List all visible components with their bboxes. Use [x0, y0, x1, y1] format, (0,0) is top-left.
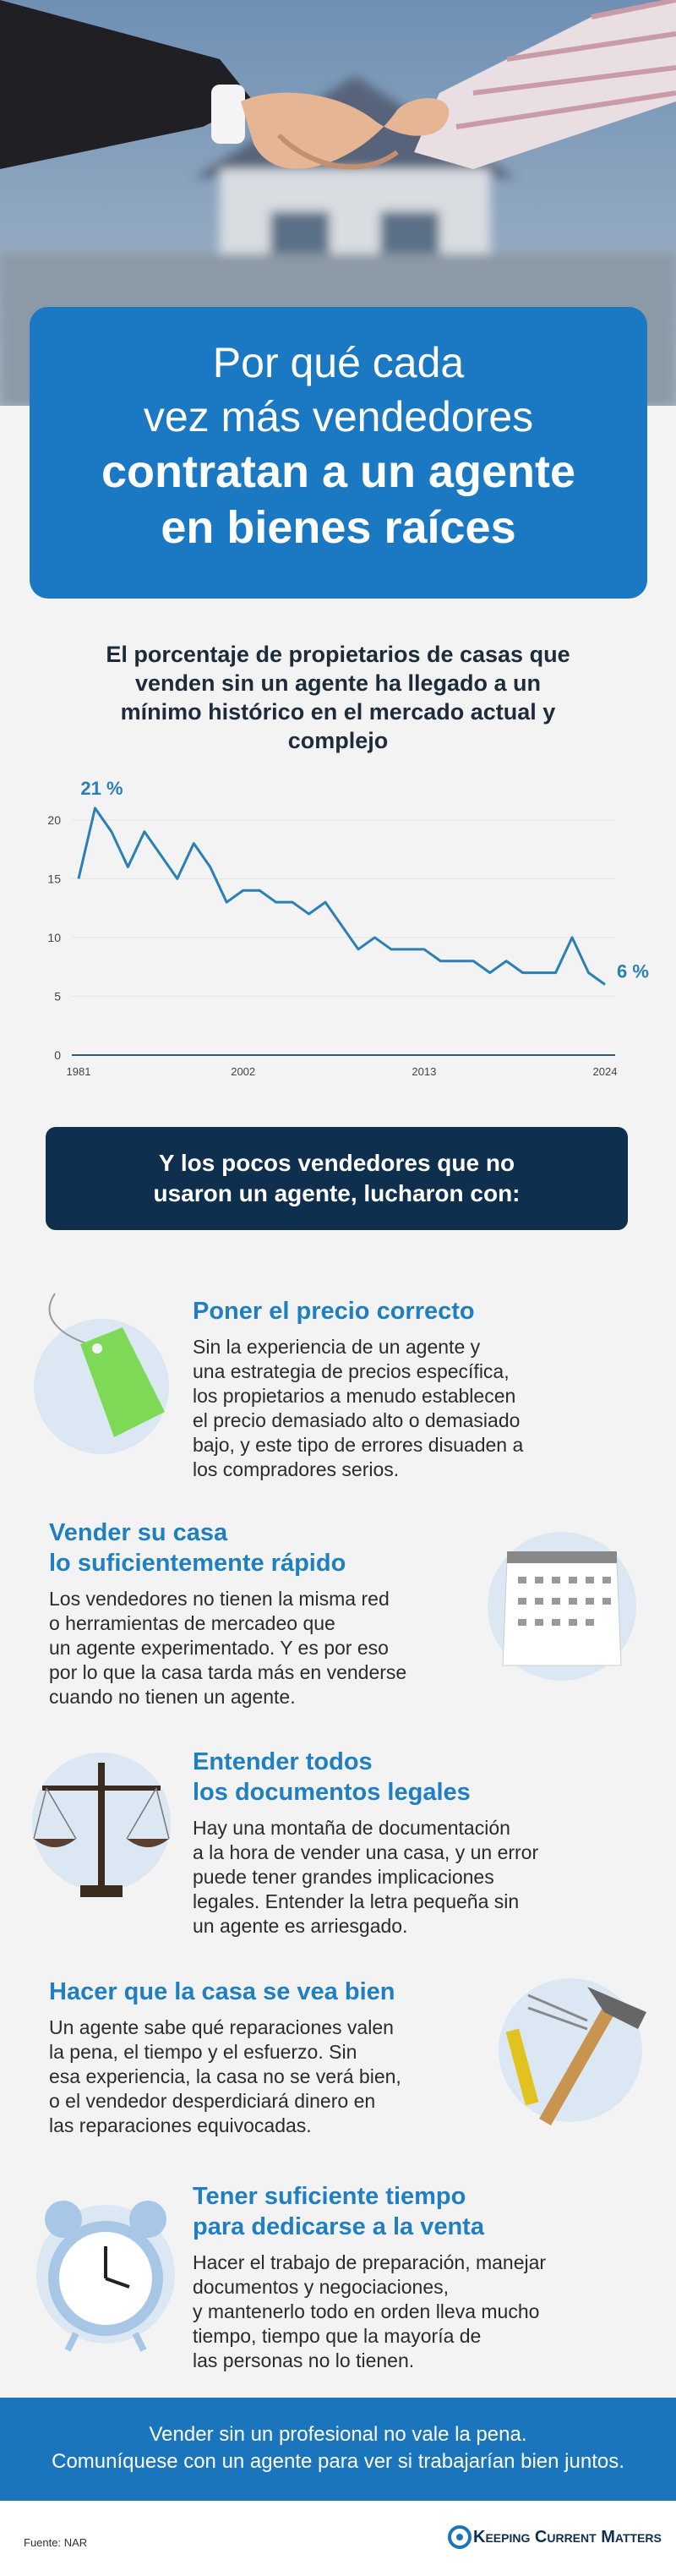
heading-line: Entender todos [193, 1748, 373, 1775]
heading-line: para dedicarse a la venta [193, 2213, 484, 2240]
text-line: la pena, el tiempo y el esfuerzo. Sin [49, 2041, 357, 2063]
value-label: 21 % [80, 778, 123, 799]
title-line: Por qué cada [212, 339, 465, 386]
text-line: bajo, y este tipo de errores disuaden a [193, 1434, 524, 1456]
text-line: Hay una montaña de documentación [193, 1817, 510, 1839]
text-line: Un agente sabe qué reparaciones valen [49, 2016, 394, 2038]
item-text: Hacer el trabajo de preparación, manejar… [193, 2251, 657, 2373]
text-line: los compradores serios. [193, 1458, 400, 1480]
text-line: el precio demasiado alto o demasiado [193, 1409, 521, 1431]
item-text: Un agente sabe qué reparaciones valen la… [49, 2015, 488, 2138]
item: Poner el precio correcto Sin la experien… [193, 1296, 649, 1482]
heading-line: Tener suficiente tiempo [193, 2183, 466, 2210]
logo-mark [448, 2525, 472, 2549]
x-tick-label: 2002 [231, 1065, 255, 1078]
text-line: o herramientas de mercadeo que [49, 1612, 335, 1634]
y-tick-label: 0 [54, 1048, 61, 1062]
price-tag-icon [34, 1293, 169, 1454]
x-tick-label: 2024 [593, 1065, 618, 1078]
logo: Keeping Current Matters [473, 2528, 662, 2546]
chart: 0 5 10 15 20 1981 2002 2013 2024 21 % 6 % [47, 778, 649, 1078]
source: Fuente: NAR [24, 2536, 88, 2549]
text-line: documentos y negociaciones, [193, 2276, 450, 2298]
text-line: tiempo, tiempo que la mayoría de [193, 2325, 482, 2347]
alarm-clock-icon [36, 2201, 175, 2352]
chart-title: El porcentaje de propietarios de casas q… [106, 642, 570, 753]
y-tick-label: 20 [47, 813, 61, 827]
text-line: o el vendedor desperdiciará dinero en [49, 2090, 376, 2112]
item-heading: Poner el precio correcto [193, 1296, 649, 1326]
text-line: puede tener grandes implicaciones [193, 1866, 494, 1888]
footer-band: Vender sin un profesional no vale la pen… [0, 2398, 676, 2501]
heading-line: Poner el precio correcto [193, 1298, 475, 1325]
item-text: Los vendedores no tienen la misma red o … [49, 1587, 488, 1709]
x-tick-label: 2013 [412, 1065, 436, 1078]
footer-line: Vender sin un profesional no vale la pen… [149, 2423, 527, 2446]
bottom-bar [0, 2501, 676, 2576]
item-heading: Hacer que la casa se vea bien [49, 1977, 488, 2007]
item: Entender todos los documentos legales Hay… [193, 1747, 649, 1939]
text-line: a la hora de vender una casa, y un error [193, 1841, 539, 1863]
title-line-bold: contratan a un agente [101, 446, 576, 497]
text-line: una estrategia de precios específica, [193, 1360, 510, 1382]
item-text: Hay una montaña de documentación a la ho… [193, 1816, 649, 1939]
item: Hacer que la casa se vea bien Un agente … [49, 1977, 488, 2138]
item-heading: Tener suficiente tiempo para dedicarse a … [193, 2181, 657, 2242]
calendar-icon [488, 1532, 636, 1681]
heading-line: Hacer que la casa se vea bien [49, 1978, 395, 2005]
callout: Y los pocos vendedores que no usaron un … [46, 1127, 628, 1230]
heading-line: los documentos legales [193, 1779, 471, 1806]
text-line: Hacer el trabajo de preparación, manejar [193, 2251, 547, 2273]
data-line [77, 807, 606, 986]
footer-line: Comuníquese con un agente para ver si tr… [52, 2450, 624, 2473]
text-line: y mantenerlo todo en orden lleva mucho [193, 2300, 540, 2322]
tools-icon [499, 1978, 646, 2125]
value-label: 6 % [617, 961, 649, 982]
item-text: Sin la experiencia de un agente y una es… [193, 1335, 649, 1482]
text-line: un agente experimentado. Y es por eso [49, 1637, 389, 1659]
heading-line: lo suficientemente rápido [49, 1550, 346, 1577]
text-line: Los vendedores no tienen la misma red [49, 1588, 390, 1610]
y-tick-label: 15 [47, 872, 61, 885]
hero-title: Por qué cada vez más vendedores contrata… [30, 307, 647, 599]
item: Vender su casa lo suficientemente rápido … [49, 1518, 488, 1709]
item-heading: Vender su casa lo suficientemente rápido [49, 1518, 488, 1578]
title-line: vez más vendedores [143, 393, 534, 440]
scales-icon [32, 1753, 171, 1897]
text-line: los propietarios a menudo establecen [193, 1385, 516, 1407]
title-line-bold: en bienes raíces [161, 502, 516, 553]
x-tick-label: 1981 [67, 1065, 91, 1078]
text-line: legales. Entender la letra pequeña sin [193, 1890, 520, 1912]
text-line: las reparaciones equivocadas. [49, 2114, 312, 2136]
text-line: por lo que la casa tarda más en venderse [49, 1661, 407, 1683]
text-line: cuando no tienen un agente. [49, 1686, 296, 1708]
y-tick-label: 5 [54, 989, 61, 1003]
text-line: esa experiencia, la casa no se verá bien… [49, 2065, 401, 2087]
text-line: un agente es arriesgado. [193, 1915, 408, 1937]
item-heading: Entender todos los documentos legales [193, 1747, 649, 1808]
text-line: Sin la experiencia de un agente y [193, 1336, 481, 1358]
heading-line: Vender su casa [49, 1519, 228, 1546]
text-line: las personas no lo tienen. [193, 2349, 415, 2371]
item: Tener suficiente tiempo para dedicarse a … [193, 2181, 657, 2373]
y-tick-label: 10 [47, 931, 61, 944]
